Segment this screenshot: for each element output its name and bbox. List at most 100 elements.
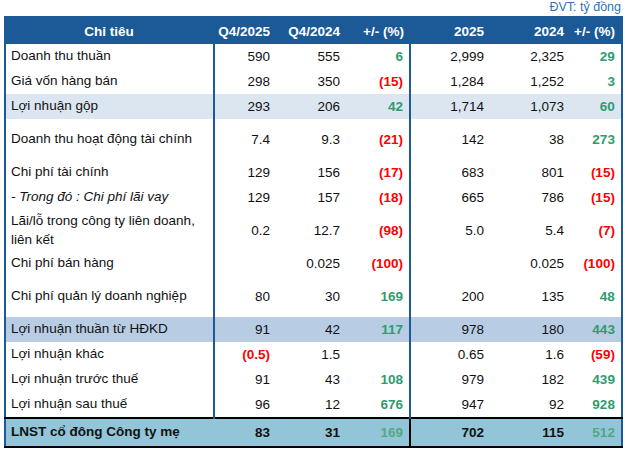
change-cell: 108	[346, 367, 410, 392]
value-cell: 979	[410, 367, 490, 392]
table-row: Chi phí quản lý doanh nghiệp803016920013…	[5, 276, 622, 317]
value-cell: 1.6	[490, 342, 570, 367]
table-row: LNST cổ đông Công ty mẹ8331169702115512	[5, 418, 622, 447]
value-cell: 180	[490, 317, 570, 342]
row-label: Chi phí quản lý doanh nghiệp	[5, 276, 214, 317]
table-row: Lợi nhuận khác(0.5)1.5 0.651.6(59)	[5, 342, 622, 367]
change-cell: 439	[570, 367, 622, 392]
value-cell: 200	[410, 276, 490, 317]
value-cell: 206	[276, 94, 346, 119]
change-cell: (18)	[346, 185, 410, 210]
header-cell: Q4/2024	[276, 17, 346, 44]
change-cell: 60	[570, 94, 622, 119]
value-cell: 5.0	[410, 210, 490, 251]
row-label: Lợi nhuận gộp	[5, 94, 214, 119]
value-cell: 83	[214, 418, 276, 447]
value-cell: 30	[276, 276, 346, 317]
header-cell: 2025	[410, 17, 490, 44]
value-cell	[410, 251, 490, 276]
value-cell: 1.5	[276, 342, 346, 367]
change-cell: 169	[346, 276, 410, 317]
value-cell: 0.65	[410, 342, 490, 367]
header-cell-label: Chỉ tiêu	[5, 17, 214, 44]
value-cell: 0.025	[276, 251, 346, 276]
table-row: Lợi nhuận thuần từ HĐKD9142117978180443	[5, 317, 622, 342]
value-cell: 38	[490, 119, 570, 160]
change-cell: 48	[570, 276, 622, 317]
value-cell: 92	[490, 392, 570, 418]
value-cell: 42	[276, 317, 346, 342]
value-cell: 129	[214, 185, 276, 210]
row-label: Lợi nhuận trước thuế	[5, 367, 214, 392]
value-cell: 350	[276, 69, 346, 94]
change-cell: 169	[346, 418, 410, 447]
row-label: - Trong đó : Chi phí lãi vay	[5, 185, 214, 210]
header-cell: +/- (%)	[570, 17, 622, 44]
value-cell: 43	[276, 367, 346, 392]
value-cell: 91	[214, 367, 276, 392]
value-cell: 1,073	[490, 94, 570, 119]
financial-table: Chỉ tiêuQ4/2025Q4/2024+/- (%)20252024+/-…	[4, 16, 623, 448]
value-cell: 1,252	[490, 69, 570, 94]
row-label: Doanh thu hoạt động tài chính	[5, 119, 214, 160]
table-row: Lợi nhuận trước thuế9143108979182439	[5, 367, 622, 392]
value-cell: 135	[490, 276, 570, 317]
row-label: Chi phí tài chính	[5, 160, 214, 185]
value-cell: 5.4	[490, 210, 570, 251]
change-cell: 443	[570, 317, 622, 342]
value-cell: 555	[276, 44, 346, 69]
value-cell: 182	[490, 367, 570, 392]
change-cell: (59)	[570, 342, 622, 367]
value-cell: 96	[214, 392, 276, 418]
value-cell: 31	[276, 418, 346, 447]
table-row: - Trong đó : Chi phí lãi vay129157(18)66…	[5, 185, 622, 210]
row-label: Lợi nhuận khác	[5, 342, 214, 367]
change-cell: 3	[570, 69, 622, 94]
table-row: Lợi nhuận gộp293206421,7141,07360	[5, 94, 622, 119]
header-cell: +/- (%)	[346, 17, 410, 44]
value-cell: 0.2	[214, 210, 276, 251]
value-cell: 129	[214, 160, 276, 185]
value-cell: 947	[410, 392, 490, 418]
change-cell	[346, 342, 410, 367]
value-cell: 590	[214, 44, 276, 69]
value-cell: 2,325	[490, 44, 570, 69]
financial-results-figure: ĐVT: tỷ đồng Chỉ tiêuQ4/2025Q4/2024+/- (…	[0, 0, 625, 449]
table-row: Lãi/lỗ trong công ty liên doanh, liên kế…	[5, 210, 622, 251]
value-cell: 0.025	[490, 251, 570, 276]
change-cell: 42	[346, 94, 410, 119]
row-label: Lãi/lỗ trong công ty liên doanh, liên kế…	[5, 210, 214, 251]
value-cell: 298	[214, 69, 276, 94]
value-cell: 12	[276, 392, 346, 418]
value-cell: 702	[410, 418, 490, 447]
value-cell: 2,999	[410, 44, 490, 69]
value-cell: 978	[410, 317, 490, 342]
value-cell: 786	[490, 185, 570, 210]
value-cell: 9.3	[276, 119, 346, 160]
value-cell: (0.5)	[214, 342, 276, 367]
change-cell: 676	[346, 392, 410, 418]
header-cell: 2024	[490, 17, 570, 44]
table-header-row: Chỉ tiêuQ4/2025Q4/2024+/- (%)20252024+/-…	[5, 17, 622, 44]
change-cell: (15)	[570, 160, 622, 185]
value-cell: 157	[276, 185, 346, 210]
change-cell: (15)	[570, 185, 622, 210]
value-cell: 1,284	[410, 69, 490, 94]
value-cell: 91	[214, 317, 276, 342]
table-row: Chi phí bán hàng0.025(100)0.025(100)	[5, 251, 622, 276]
value-cell: 115	[490, 418, 570, 447]
value-cell: 80	[214, 276, 276, 317]
value-cell: 293	[214, 94, 276, 119]
row-label: Doanh thu thuần	[5, 44, 214, 69]
value-cell	[214, 251, 276, 276]
value-cell: 1,714	[410, 94, 490, 119]
unit-note: ĐVT: tỷ đồng	[549, 0, 621, 15]
row-label: Lợi nhuận thuần từ HĐKD	[5, 317, 214, 342]
change-cell: 29	[570, 44, 622, 69]
value-cell: 801	[490, 160, 570, 185]
change-cell: (100)	[346, 251, 410, 276]
table-row: Lợi nhuận sau thuế961267694792928	[5, 392, 622, 418]
change-cell: 273	[570, 119, 622, 160]
change-cell: 512	[570, 418, 622, 447]
row-label: Giá vốn hàng bán	[5, 69, 214, 94]
